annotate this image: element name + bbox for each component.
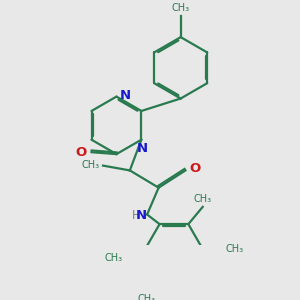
Text: CH₃: CH₃ [137, 294, 155, 300]
Text: CH₃: CH₃ [226, 244, 244, 254]
Text: CH₃: CH₃ [104, 253, 122, 263]
Text: CH₃: CH₃ [172, 3, 190, 13]
Text: N: N [137, 142, 148, 154]
Text: N: N [119, 89, 130, 102]
Text: CH₃: CH₃ [81, 160, 99, 170]
Text: O: O [76, 146, 87, 159]
Text: O: O [189, 162, 200, 175]
Text: CH₃: CH₃ [194, 194, 212, 204]
Text: H: H [132, 209, 140, 222]
Text: N: N [136, 209, 147, 222]
